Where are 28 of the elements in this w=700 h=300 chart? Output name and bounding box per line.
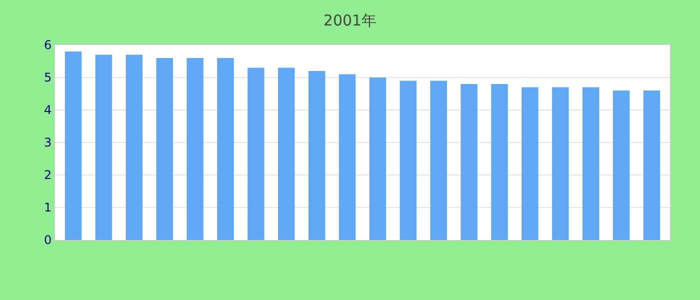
y-tick-label: 6 — [44, 38, 52, 52]
bar — [400, 80, 417, 240]
bar — [217, 58, 234, 240]
y-tick-label: 0 — [44, 233, 52, 248]
bar — [430, 80, 447, 240]
bar — [582, 87, 600, 240]
bar — [369, 78, 386, 240]
bar — [612, 90, 630, 240]
bar — [64, 52, 82, 240]
bar — [491, 84, 508, 240]
y-tick-label: 2 — [44, 168, 52, 182]
bar — [552, 87, 569, 240]
bar — [186, 58, 204, 240]
bar — [643, 90, 660, 240]
bar — [156, 58, 173, 240]
bar — [460, 84, 478, 240]
y-tick-label: 4 — [44, 103, 52, 118]
bar — [95, 54, 112, 240]
bar — [126, 54, 143, 240]
y-tick-label: 1 — [44, 200, 52, 215]
y-tick-label: 3 — [44, 136, 52, 150]
bar — [308, 71, 326, 240]
chart-subtitle: 2001年 — [323, 12, 377, 30]
y-tick-label: 5 — [44, 70, 52, 85]
bar — [338, 74, 356, 240]
bar — [278, 68, 295, 240]
bar — [522, 87, 538, 240]
bar — [248, 68, 264, 240]
